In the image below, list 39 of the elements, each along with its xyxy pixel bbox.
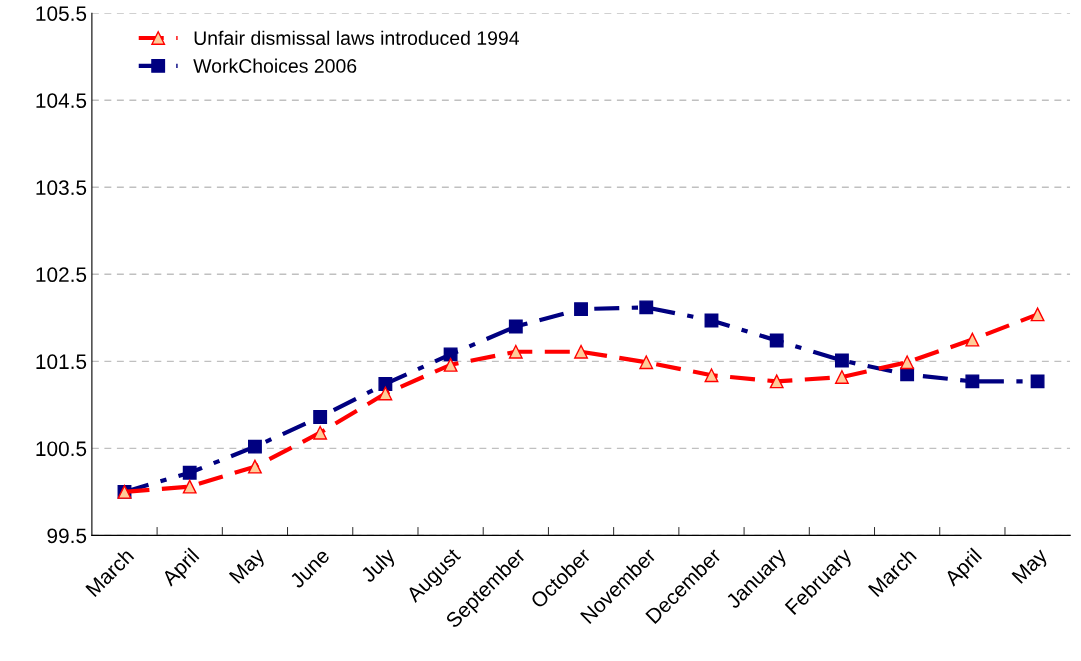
point	[247, 459, 262, 474]
x-tick-label: May	[228, 547, 269, 587]
legend-label: Unfair dismissal laws introduced 1994	[194, 30, 519, 45]
y-tick-label: 99.5	[47, 528, 87, 544]
x-tick-label: July	[359, 546, 400, 587]
point	[639, 355, 654, 370]
point	[769, 333, 784, 348]
y-tick-label: 103.5	[36, 180, 87, 196]
point	[1030, 374, 1045, 389]
point	[247, 439, 262, 454]
x-tick-label: May	[1011, 547, 1052, 587]
y-tick-label: 100.5	[36, 441, 87, 457]
point	[704, 313, 719, 328]
point	[313, 425, 328, 440]
point	[313, 410, 328, 424]
point	[378, 386, 393, 401]
y-tick-label: 101.5	[36, 354, 87, 370]
point	[508, 319, 523, 334]
legend-label: WorkChoices 2006	[193, 58, 357, 73]
point	[704, 368, 719, 383]
point	[182, 479, 197, 494]
point	[508, 344, 523, 359]
y-tick-label: 104.5	[36, 93, 87, 109]
point	[574, 344, 588, 359]
point	[443, 357, 458, 372]
point	[639, 300, 654, 315]
point	[900, 355, 915, 370]
y-tick-label: 102.5	[36, 267, 87, 283]
point	[965, 374, 980, 389]
point	[443, 347, 458, 362]
y-tick-label: 105.5	[36, 6, 87, 21]
point	[182, 465, 197, 480]
point	[1030, 307, 1045, 322]
point	[834, 370, 849, 384]
point	[834, 353, 849, 368]
point	[769, 374, 784, 389]
point	[378, 377, 393, 391]
point	[965, 332, 980, 347]
point	[574, 302, 588, 317]
